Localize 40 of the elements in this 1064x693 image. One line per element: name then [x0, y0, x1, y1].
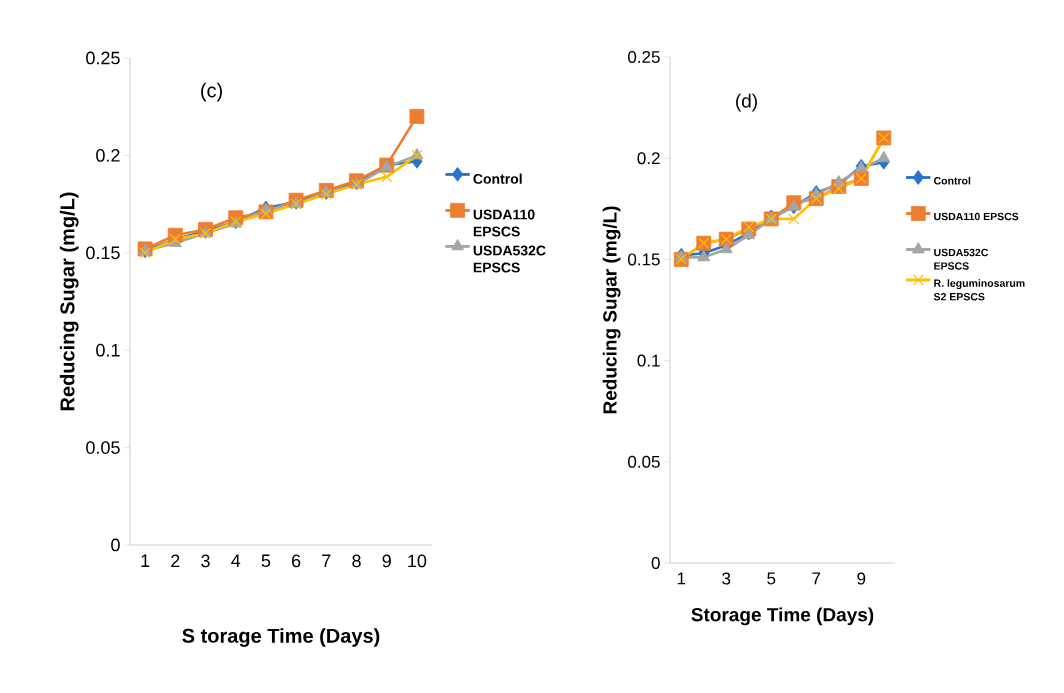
y-tick-label: 0.1 — [637, 354, 660, 367]
annotation: (c) — [201, 82, 222, 102]
x-tick-label: 3 — [201, 554, 210, 568]
legend-label: Control — [933, 176, 971, 185]
x-tick-label: 1 — [677, 572, 686, 585]
y-tick-label: 0.05 — [86, 441, 120, 454]
legend-label: R. leguminosarum S2 EPSCS — [933, 279, 1025, 301]
y-tick-label: 0.2 — [637, 152, 660, 165]
annotation: (d) — [736, 93, 757, 112]
y-tick-label: 0.1 — [96, 343, 120, 357]
y-tick-label: 0.25 — [628, 50, 660, 64]
legend-label: USDA532C EPSCS — [934, 248, 989, 270]
x-tick-label: 9 — [382, 554, 391, 568]
x-tick-label: 5 — [261, 554, 271, 568]
legend-label: Control — [473, 173, 522, 184]
x-axis-title: S torage Time (Days) — [182, 628, 380, 647]
x-tick-label: 7 — [812, 572, 821, 585]
x-tick-label: 9 — [857, 572, 866, 585]
y-axis-title: Reducing Sugar (mg/L) — [59, 192, 79, 411]
x-tick-label: 1 — [141, 554, 150, 567]
y-tick-label: 0.2 — [96, 149, 120, 162]
y-tick-label: 0 — [111, 538, 120, 552]
x-tick-label: 4 — [231, 554, 241, 567]
x-tick-label: 10 — [408, 554, 427, 568]
x-tick-label: 8 — [352, 554, 361, 568]
x-tick-label: 6 — [292, 554, 301, 568]
x-tick-label: 3 — [722, 572, 731, 585]
y-tick-label: 0.05 — [628, 455, 660, 468]
x-axis-title: Storage Time (Days) — [691, 607, 874, 626]
legend-label: USDA110 EPSCS — [934, 212, 1019, 221]
y-tick-label: 0.15 — [628, 253, 660, 266]
x-tick-label: 2 — [171, 554, 180, 568]
y-tick-label: 0.15 — [86, 246, 120, 260]
x-tick-label: 5 — [767, 572, 776, 585]
legend-label: USDA110 EPSCS — [473, 209, 535, 237]
y-tick-label: 0.25 — [86, 51, 120, 65]
x-tick-label: 7 — [322, 554, 331, 567]
y-tick-label: 0 — [651, 556, 660, 570]
legend-label: USDA532C EPSCS — [473, 245, 546, 273]
y-axis-title: Reducing Sugar (mg/L) — [602, 206, 621, 414]
